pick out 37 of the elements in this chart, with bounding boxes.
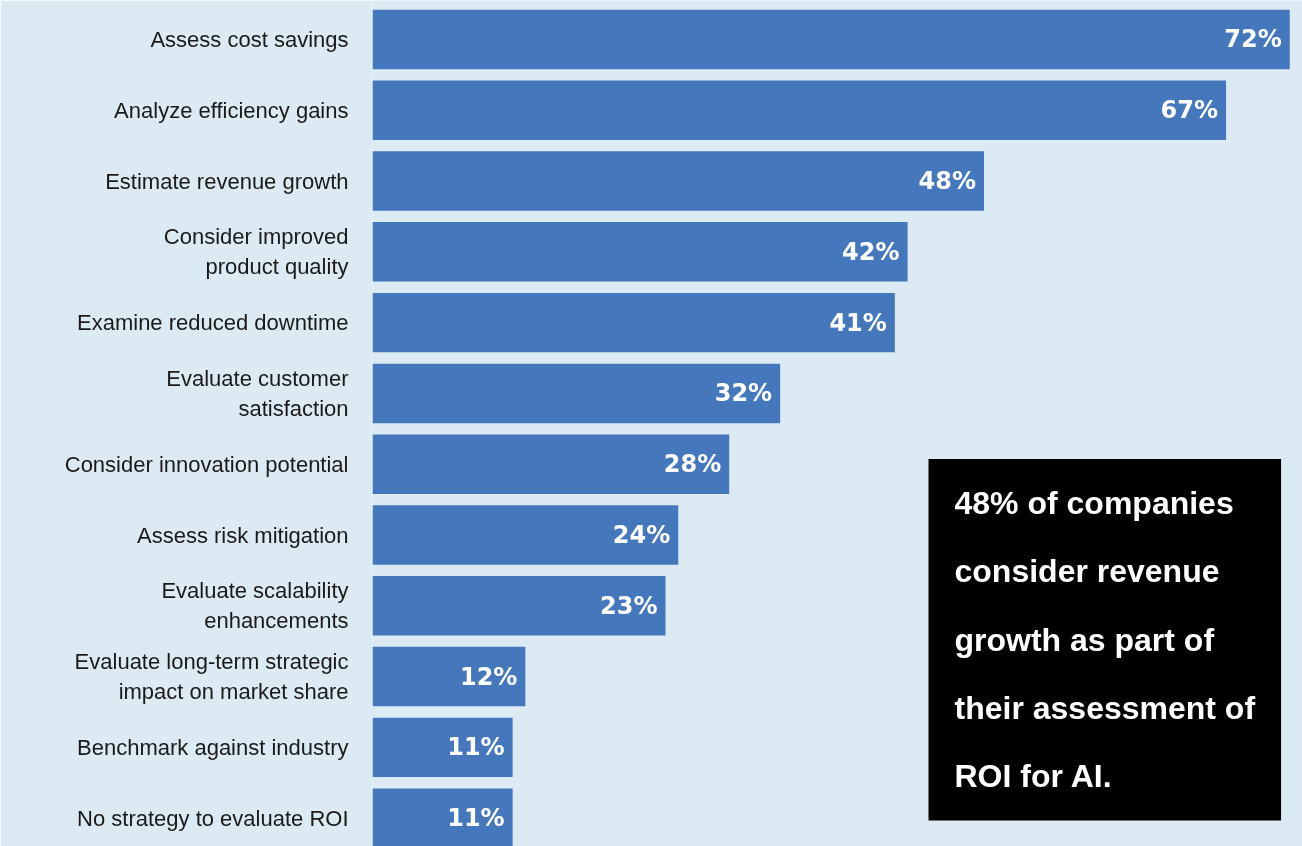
y-tick-label: No strategy to evaluate ROI: [77, 805, 349, 831]
data-label: 42%: [842, 237, 900, 266]
data-label: 28%: [663, 450, 722, 479]
data-label: 48%: [918, 167, 977, 196]
data-label: 11%: [447, 733, 505, 762]
bar: [372, 363, 781, 424]
y-tick-label: Evaluate customer satisfaction: [166, 365, 349, 421]
data-label: 24%: [612, 521, 671, 549]
data-label: 12%: [459, 662, 518, 691]
y-tick-label: Analyze efficiency gains: [114, 97, 349, 123]
data-label: 32%: [714, 379, 773, 408]
data-label: 11%: [447, 804, 505, 833]
y-tick-label: Evaluate scalability enhancements: [161, 578, 349, 634]
bar: [372, 646, 526, 707]
data-label: 72%: [1224, 25, 1282, 54]
bar: [372, 151, 985, 211]
bar: [372, 222, 908, 282]
y-tick-label: Estimate revenue growth: [105, 168, 349, 194]
y-tick-label: Assess cost savings: [150, 26, 349, 52]
bar: [372, 292, 895, 353]
y-tick-label: Assess risk mitigation: [137, 522, 349, 548]
data-label: 41%: [829, 308, 887, 337]
y-tick-label: Consider improved product quality: [163, 224, 349, 280]
bar: [372, 788, 513, 846]
annotation: 48% of companies consider revenue growth as part of their assessment of ROI for AI.: [954, 484, 1256, 795]
data-label: 67%: [1160, 96, 1219, 125]
bar: [372, 717, 513, 778]
bar: [372, 505, 679, 565]
y-tick-label: Consider innovation potential: [64, 451, 349, 477]
y-tick-label: Evaluate long-term strategic impact on market share: [74, 649, 349, 705]
y-tick-label: Examine reduced downtime: [77, 310, 349, 336]
data-label: 23%: [600, 591, 658, 620]
bar: [372, 9, 1290, 70]
y-tick-label: Benchmark against industry: [77, 734, 349, 760]
bar: [372, 434, 730, 494]
bar: [372, 80, 1227, 140]
bar: [372, 576, 666, 636]
